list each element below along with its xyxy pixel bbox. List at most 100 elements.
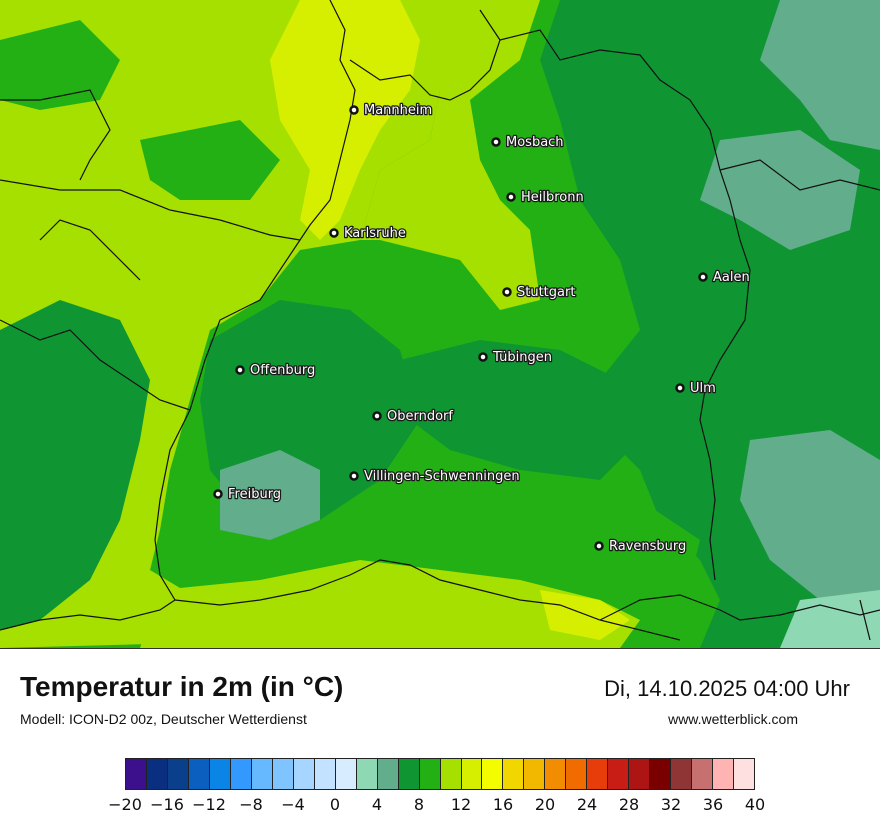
city-dot [502,287,512,297]
field-green-ravensburg [530,500,700,590]
field-teal-east [700,130,860,250]
city-marker: Oberndorf [372,408,455,425]
legend-tick-label: −8 [239,795,263,814]
city-marker: Ravensburg [594,538,688,555]
legend-tick-label: −20 [108,795,142,814]
city-label: Mannheim [364,103,432,118]
city-dot [594,541,604,551]
field-teal-ne [760,0,880,150]
border-east-2 [859,599,871,641]
city-marker: Stuttgart [502,284,577,301]
legend-swatch [126,759,147,789]
field-teal-sw [220,450,320,540]
city-label: Aalen [713,270,750,285]
legend-tick-label: 4 [371,795,383,814]
legend-swatch [356,759,378,789]
state-border-north [349,9,501,101]
border-lake [599,594,880,621]
border-switzerland-1 [0,599,176,631]
border-france-1 [0,179,301,241]
legend-tick-label: 12 [450,795,472,814]
legend-swatch [461,759,483,789]
field-lime-south [140,560,640,648]
city-markers: Mannheim Mosbach Heilbronn Karlsruhe Aalen St… [213,102,751,555]
legend-tick-label: −12 [192,795,226,814]
temperature-map: Mannheim Mosbach Heilbronn Karlsruhe Aalen St… [0,0,880,649]
legend-swatch [209,759,231,789]
field-teal-far-se [780,590,880,648]
state-border-south [174,559,681,641]
legend-tick-label: −4 [281,795,305,814]
city-dot [349,105,359,115]
city-label: Oberndorf [387,409,453,424]
legend-swatch [440,759,462,789]
temperature-field: Mannheim Mosbach Heilbronn Karlsruhe Aalen St… [0,0,880,648]
legend-tick-label: 40 [744,795,766,814]
field-yellowlime [270,0,420,240]
legend-tick-label: −16 [150,795,184,814]
city-dot [329,228,339,238]
legend-tick-label: 36 [702,795,724,814]
city-dot [506,192,516,202]
legend-swatch [167,759,189,789]
footer: Temperatur in 2m (in °C) Modell: ICON-D2… [0,649,880,830]
city-label: Mosbach [506,135,564,150]
legend-tick-label: 0 [329,795,341,814]
city-marker: Mannheim [349,102,433,119]
legend-swatch [545,759,567,789]
city-dot [349,471,359,481]
legend-swatch [671,759,693,789]
state-border-ne [499,29,751,581]
legend-swatch [272,759,294,789]
city-marker: Freiburg [213,486,282,503]
city-marker: Villingen-Schwenningen [349,468,521,485]
legend-swatch [566,759,588,789]
legend-swatch [314,759,336,789]
border-east-1 [719,159,880,191]
legend-tick-label: 16 [492,795,514,814]
legend-swatch [692,759,714,789]
city-label: Villingen-Schwenningen [364,469,520,484]
legend-swatch [251,759,273,789]
legend-tick-label: 8 [413,795,425,814]
state-border-west [154,0,356,601]
legend-swatch [482,759,504,789]
legend-swatch [398,759,420,789]
legend-tick-label: 32 [660,795,682,814]
city-dot [372,411,382,421]
city-marker: Ulm [675,380,717,397]
legend-swatch [650,759,672,789]
legend-swatch [629,759,651,789]
field-darkgreen-alb [400,340,640,480]
legend-tick-label: 28 [618,795,640,814]
city-label: Karlsruhe [344,226,406,241]
city-label: Ulm [690,381,716,396]
city-marker: Offenburg [235,362,317,379]
legend-swatch [335,759,357,789]
legend-swatch [503,759,525,789]
legend-swatch [608,759,630,789]
city-dot [491,137,501,147]
city-dot [235,365,245,375]
city-marker: Aalen [698,269,751,286]
field-teal-se [740,430,880,600]
city-marker: Heilbronn [506,189,585,206]
city-label: Tübingen [492,350,552,365]
color-legend-bar [125,758,755,790]
field-lime-north [330,0,540,310]
legend-swatch [419,759,441,789]
legend-swatch [293,759,315,789]
city-dot [478,352,488,362]
borders [0,0,880,641]
model-subtitle: Modell: ICON-D2 00z, Deutscher Wetterdie… [20,711,307,727]
website-link[interactable]: www.wetterblick.com [668,711,798,727]
city-label: Offenburg [250,363,315,378]
city-label: Heilbronn [521,190,584,205]
border-france-4 [39,219,141,281]
legend-swatch [146,759,168,789]
forecast-datetime: Di, 14.10.2025 04:00 Uhr [604,676,850,701]
city-dot [698,272,708,282]
field-darkgreen-west [0,300,150,630]
legend-tick-label: 24 [576,795,598,814]
legend-swatch [524,759,546,789]
